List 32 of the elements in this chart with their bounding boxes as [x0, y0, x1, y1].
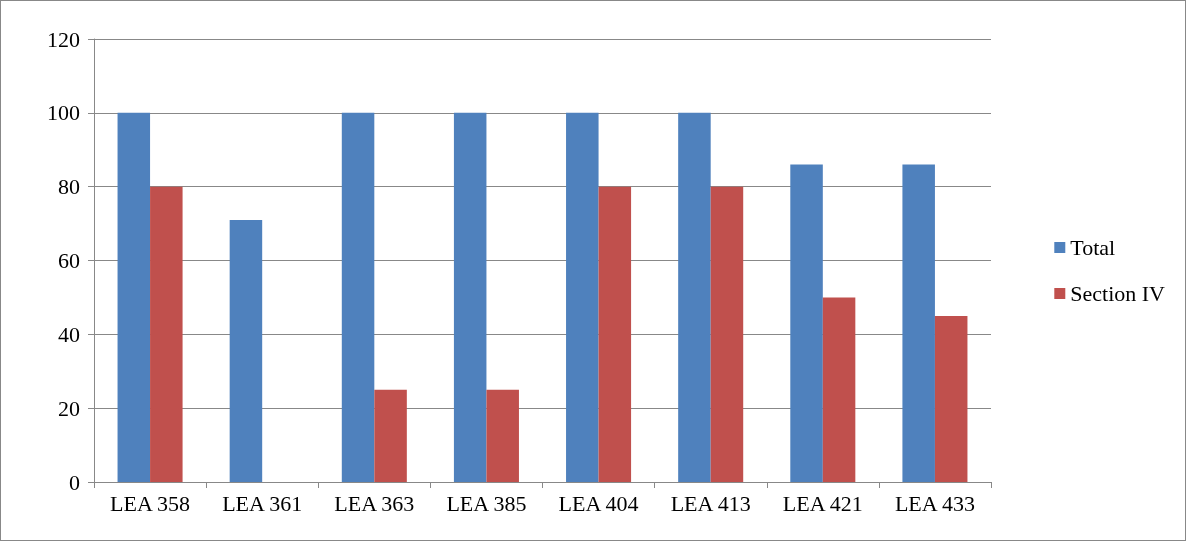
y-tick-label: 40	[58, 321, 80, 347]
y-tick-label: 60	[58, 248, 80, 273]
x-tick-label: LEA 433	[894, 490, 975, 516]
x-tick-label: LEA 358	[110, 490, 191, 516]
bar	[150, 186, 183, 482]
x-tick-label: LEA 363	[334, 490, 415, 516]
bar	[117, 112, 151, 482]
bar	[598, 186, 632, 482]
y-tick-label: 120	[47, 26, 80, 52]
x-tick-label: LEA 421	[782, 490, 863, 516]
bar	[710, 186, 744, 482]
bar	[229, 219, 263, 482]
y-tick-label: 0	[69, 469, 80, 495]
bar	[902, 164, 935, 482]
y-tick-label: 100	[47, 100, 80, 126]
legend-label: Section IV	[1070, 281, 1166, 306]
x-tick-label: LEA 361	[222, 490, 303, 516]
x-tick-label: LEA 404	[558, 490, 639, 516]
x-tick-label: LEA 413	[670, 490, 751, 516]
y-tick-label: 80	[58, 174, 80, 200]
x-tick-label: LEA 385	[446, 490, 527, 516]
legend-label: Total	[1070, 235, 1116, 260]
bar	[790, 164, 823, 482]
bar	[374, 389, 407, 482]
bar	[566, 112, 599, 482]
bar	[486, 389, 519, 482]
bar	[934, 315, 968, 482]
bar	[678, 112, 711, 482]
bar	[822, 297, 856, 482]
bar	[341, 112, 375, 482]
y-tick-label: 20	[58, 395, 80, 421]
bar	[453, 112, 487, 482]
